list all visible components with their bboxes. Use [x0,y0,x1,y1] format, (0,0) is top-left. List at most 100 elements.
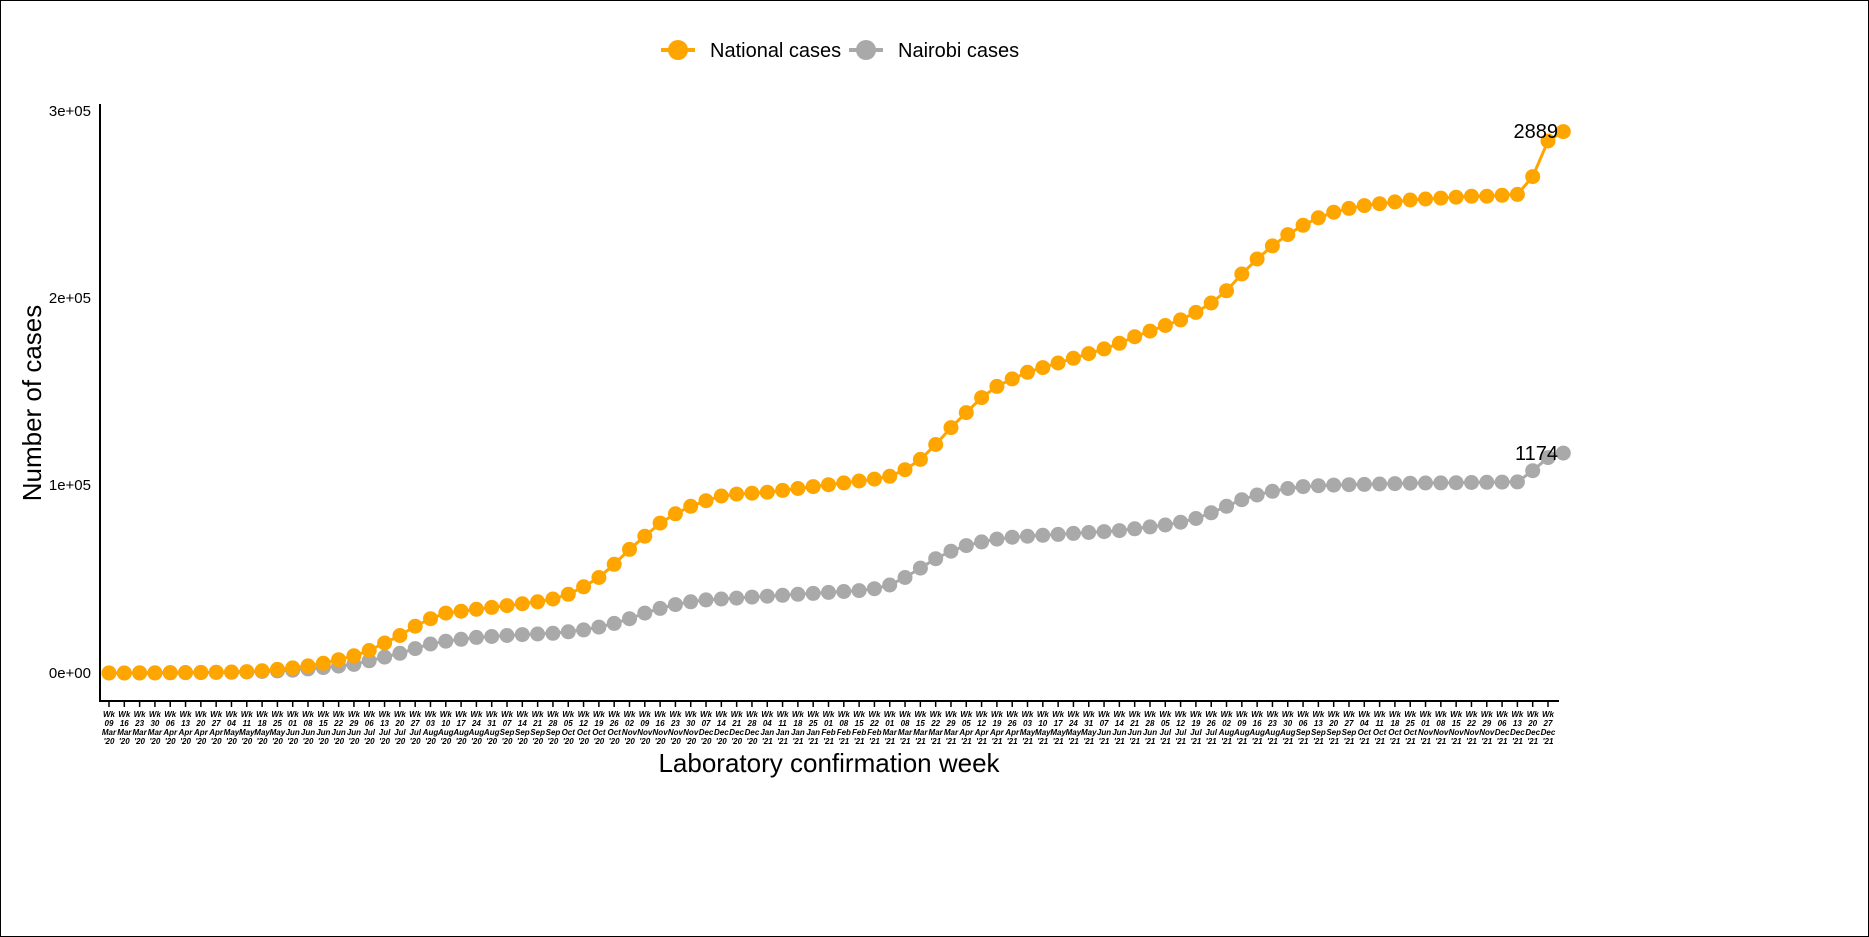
data-point-nairobi [1402,475,1418,491]
data-point-nairobi [1173,514,1189,530]
data-point-national [1525,169,1541,185]
x-tick-label: Wk 01 Nov '21 [1418,710,1434,746]
data-point-national [377,635,393,651]
data-point-nairobi [1203,505,1219,521]
data-point-nairobi [514,627,530,643]
legend-label-nairobi: Nairobi cases [898,40,1019,62]
x-tick-label: Wk 28 Dec '20 [745,710,760,746]
data-point-nairobi [912,560,928,576]
x-tick-label: Wk 16 Aug '21 [1248,710,1265,746]
data-point-nairobi [698,592,714,608]
data-point-national [423,611,438,627]
x-tick-label: Wk 21 Dec '20 [729,710,744,746]
data-point-nairobi [377,649,393,665]
x-tick-label: Wk 15 Jun '20 [316,710,330,746]
x-tick-label: Wk 16 Nov '20 [653,710,669,746]
x-tick-label: Wk 26 Jul '21 [1205,710,1218,746]
data-point-national [560,586,576,602]
data-point-national [1188,304,1204,320]
x-tick-label: Wk 10 Aug '20 [437,710,454,746]
data-point-nairobi [1387,476,1403,492]
x-tick-label: Wk 27 Dec '21 [1541,710,1556,746]
y-tick-label-3: 3e+05 [49,103,91,120]
data-point-national [606,556,622,572]
data-point-national [576,579,592,595]
x-tick-label: Wk 13 Sep '21 [1311,710,1326,746]
data-point-nairobi [1219,498,1234,514]
data-point-national [514,596,530,612]
data-point-nairobi [775,587,791,603]
data-point-national [882,468,898,484]
data-point-national [453,603,469,619]
data-point-national [744,485,760,501]
data-point-nairobi [866,581,882,597]
data-point-national [254,663,270,679]
data-point-national [836,475,852,491]
x-tick-label: Wk 27 Jul '20 [409,710,422,746]
data-point-nairobi [407,641,423,657]
data-point-national [193,664,209,680]
x-tick-label: Wk 05 Apr '21 [958,710,974,746]
x-tick-label: Wk 14 Jun '21 [1112,710,1126,746]
data-point-nairobi [1464,475,1479,490]
data-point-national [1035,360,1051,376]
data-point-national [1065,350,1081,366]
x-tick-label: Wk 19 Oct '20 [592,710,606,746]
data-point-national [1402,192,1418,208]
x-tick-label: Wk 23 Mar '20 [132,710,147,746]
data-point-nairobi [1264,483,1280,499]
data-point-national [224,664,239,680]
x-tick-label: Wk 07 Jun '21 [1097,710,1111,746]
data-point-nairobi [667,597,683,613]
y-tick-label-0: 0e+00 [49,665,91,682]
x-tick-label: Wk 11 Oct '21 [1373,710,1387,746]
data-point-nairobi [591,619,607,635]
x-tick-label: Wk 20 Dec '21 [1525,710,1540,746]
data-point-nairobi [1142,519,1158,535]
data-point-nairobi [989,531,1005,547]
x-tick-label: Wk 04 May '20 [224,710,240,746]
data-point-national [1295,217,1311,233]
x-tick-label: Wk 14 Sep '20 [515,710,530,746]
data-point-nairobi [1418,475,1433,491]
x-tick-label: Wk 20 Apr '20 [193,710,209,746]
end-label-national: 2889 [1514,121,1559,143]
data-point-nairobi [683,594,699,610]
data-point-national [1387,194,1403,210]
x-tick-label: Wk 19 Apr '21 [989,710,1005,746]
x-tick-label: Wk 30 Aug '21 [1279,710,1296,746]
data-point-national [759,484,775,500]
data-point-national [361,643,377,658]
data-point-national [790,481,806,496]
x-tick-label: Wk 17 May '21 [1050,710,1066,746]
x-tick-label: Wk 10 May '21 [1035,710,1051,746]
data-point-national [805,479,821,495]
x-tick-label: Wk 27 Apr '20 [208,710,224,746]
data-point-nairobi [652,600,668,616]
data-point-national [974,390,990,406]
x-tick-label: Wk 16 Mar '20 [117,710,132,746]
data-point-national [1372,196,1388,212]
data-point-nairobi [1280,481,1296,496]
x-tick-label: Wk 01 Feb '21 [821,710,835,746]
data-point-national [132,665,148,681]
data-point-national [1081,346,1097,362]
data-point-national [178,665,193,680]
data-point-nairobi [1111,523,1127,539]
x-tick-label: Wk 13 Apr '20 [178,710,194,746]
series-layer [101,124,1571,681]
x-tick-label: Wk 21 Jun '21 [1128,710,1142,746]
data-point-nairobi [1326,477,1342,493]
x-tick-label: Wk 20 Jul '20 [394,710,407,746]
data-point-nairobi [438,633,454,649]
data-point-nairobi [560,624,576,640]
data-point-national [729,486,745,502]
x-tick-label: Wk 25 Jan '21 [806,710,820,746]
x-tick-label: Wk 29 Mar '21 [944,710,959,746]
x-tick-label: Wk 29 Nov '21 [1479,710,1495,746]
data-point-nairobi [484,629,500,644]
data-point-national [1004,371,1020,387]
data-point-national [1494,187,1510,203]
data-point-nairobi [958,538,974,554]
data-point-nairobi [361,653,377,669]
